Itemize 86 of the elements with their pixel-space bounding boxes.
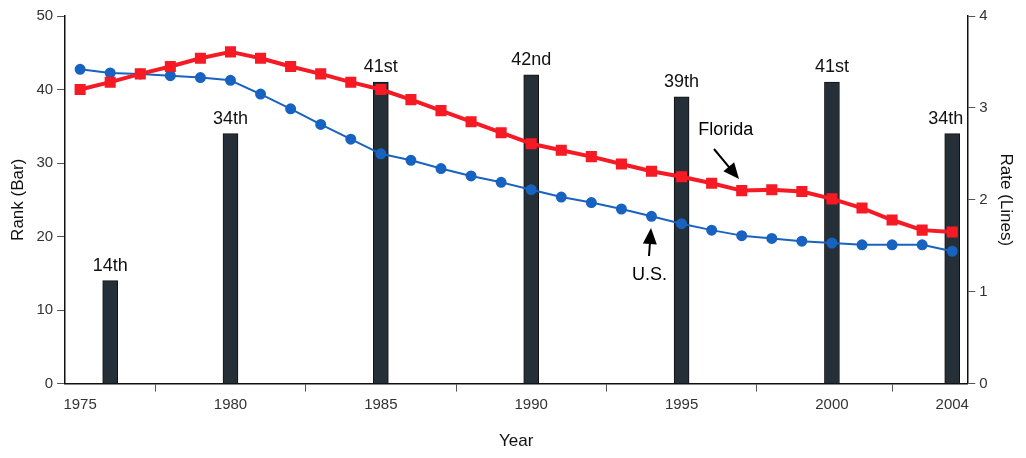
- data-label: 39th: [664, 70, 700, 91]
- y2-tick-label: 0: [979, 373, 988, 391]
- x-tick-label: 1995: [664, 394, 699, 412]
- point: [315, 118, 327, 130]
- point: [676, 171, 688, 183]
- point: [946, 245, 958, 257]
- text: U.S.: [631, 264, 667, 285]
- point: [555, 144, 567, 156]
- y2-tick-label: 1: [979, 281, 988, 299]
- point: [736, 230, 748, 242]
- data-label: 14th: [92, 254, 128, 275]
- point: [766, 232, 778, 244]
- point: [255, 88, 267, 100]
- point: [375, 83, 387, 96]
- point: [676, 218, 688, 230]
- y-tick-label: 40: [36, 79, 54, 97]
- point: [345, 76, 357, 88]
- point: [886, 239, 898, 251]
- point: [435, 163, 447, 175]
- y-tick-label: 30: [36, 153, 54, 171]
- point: [736, 185, 748, 197]
- point: [886, 214, 898, 226]
- point: [465, 116, 477, 128]
- y-tick-label: 20: [36, 226, 54, 244]
- point: [645, 165, 658, 177]
- data-label: 41st: [814, 56, 849, 77]
- point: [104, 76, 116, 88]
- point: [706, 224, 718, 236]
- y-tick-label: 10: [36, 300, 54, 318]
- x-tick-label: 1980: [213, 394, 248, 412]
- point: [555, 191, 567, 203]
- point: [646, 210, 657, 222]
- point: [916, 224, 928, 236]
- y2-tick-label: 4: [979, 6, 988, 24]
- point: [224, 74, 236, 86]
- point: [916, 239, 928, 251]
- y2-tick-label: 3: [979, 98, 988, 116]
- point: [345, 133, 357, 145]
- point: [615, 158, 627, 170]
- point: [465, 170, 477, 182]
- point: [826, 237, 838, 249]
- point: [495, 176, 507, 188]
- point: [525, 184, 537, 196]
- point: [164, 61, 176, 73]
- point: [285, 61, 297, 73]
- y-axis-title: Rank (Bar): [7, 158, 27, 241]
- data-label: 34th: [212, 107, 249, 128]
- point: [405, 94, 417, 106]
- y-tick-label: 0: [44, 373, 54, 391]
- x-tick-label: 1985: [364, 394, 398, 412]
- point: [285, 103, 297, 115]
- x-tick-label: 2004: [935, 394, 969, 412]
- point: [405, 154, 417, 166]
- x-axis-title: Year: [498, 431, 534, 451]
- point: [856, 239, 868, 251]
- y2-tick-label: 2: [979, 189, 988, 207]
- point: [74, 63, 86, 75]
- point: [224, 46, 237, 58]
- point: [766, 184, 778, 196]
- point: [856, 202, 868, 214]
- point: [495, 127, 507, 139]
- x-tick-label: 1990: [514, 394, 548, 412]
- point: [255, 52, 267, 64]
- data-label: 41st: [363, 56, 398, 77]
- point: [585, 151, 597, 163]
- point: [194, 72, 206, 84]
- point: [946, 226, 958, 238]
- x-tick-label: 2000: [815, 394, 849, 412]
- point: [435, 105, 447, 117]
- point: [615, 203, 627, 215]
- point: [706, 177, 718, 189]
- y2-axis-title: Rate (Lines): [997, 153, 1017, 247]
- data-label: 34th: [928, 107, 964, 128]
- point: [796, 185, 808, 198]
- point: [796, 235, 808, 247]
- point: [585, 197, 597, 209]
- point: [826, 193, 838, 205]
- point: [194, 52, 206, 64]
- data-label: 42nd: [511, 48, 552, 69]
- x-tick-label: 1975: [63, 394, 97, 412]
- point: [315, 68, 327, 80]
- point: [375, 148, 387, 160]
- y-tick-label: 50: [36, 6, 54, 24]
- text: Florida: [698, 118, 755, 139]
- point: [74, 83, 86, 96]
- point: [525, 138, 537, 150]
